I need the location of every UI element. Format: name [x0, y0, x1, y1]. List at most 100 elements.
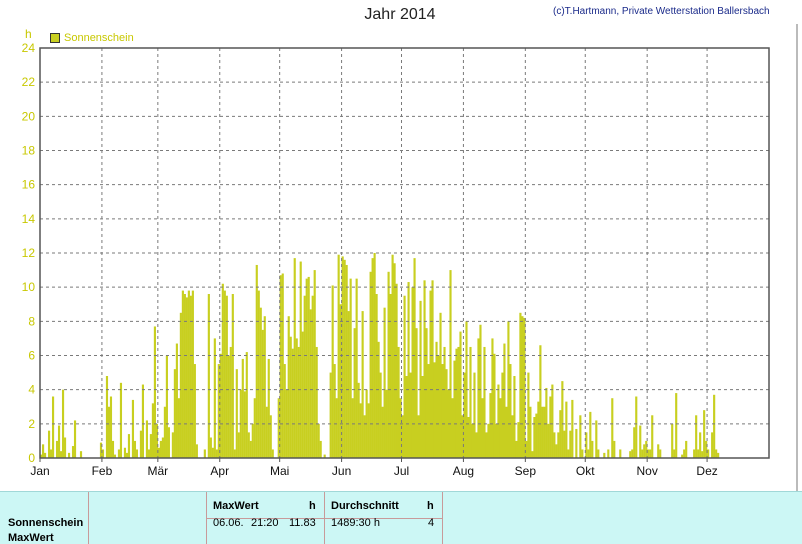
bar — [485, 432, 488, 458]
bar — [611, 398, 614, 458]
bar — [595, 420, 598, 458]
x-tick-label: Okt — [576, 464, 595, 478]
summary-panel: Sonnenschein MaxWert MaxWert h 06.06. 21… — [0, 491, 802, 544]
bar — [43, 452, 47, 458]
bar — [657, 444, 660, 458]
bar — [113, 454, 117, 458]
bar — [529, 406, 532, 458]
bar — [329, 372, 332, 458]
bar — [387, 271, 390, 458]
bar — [659, 449, 662, 458]
bar — [47, 430, 51, 458]
bar — [107, 406, 111, 458]
bar — [287, 316, 290, 458]
bar — [429, 290, 432, 458]
bar — [685, 440, 688, 458]
bar — [545, 387, 548, 458]
bar — [57, 425, 61, 458]
x-tick-label: Jul — [394, 464, 409, 478]
bar — [437, 355, 440, 458]
bar — [269, 415, 272, 458]
bar — [147, 449, 150, 458]
bar — [629, 451, 632, 458]
bar — [313, 270, 316, 458]
bar — [395, 283, 398, 458]
bar — [603, 452, 606, 458]
bar — [319, 440, 322, 458]
bar — [261, 329, 264, 458]
bar — [337, 254, 340, 458]
bar — [167, 427, 170, 458]
bar — [271, 449, 274, 458]
bar — [177, 398, 180, 458]
bar — [341, 256, 344, 458]
bar — [525, 440, 528, 458]
bar — [693, 449, 696, 458]
bar — [247, 432, 250, 458]
x-tick-label: Sep — [515, 464, 537, 478]
bar — [131, 399, 135, 458]
bar — [717, 452, 720, 458]
bar — [63, 437, 67, 458]
bar — [333, 364, 336, 458]
row-label-maxwert: MaxWert — [8, 532, 54, 544]
bar — [487, 423, 490, 458]
bar — [619, 449, 622, 458]
bar — [305, 278, 308, 458]
bar — [163, 406, 166, 458]
bar — [523, 317, 526, 458]
bar — [713, 394, 716, 458]
bar — [457, 346, 460, 458]
bar — [215, 449, 218, 458]
bar — [343, 259, 346, 458]
bar — [541, 406, 544, 458]
bar — [151, 403, 154, 458]
bar — [175, 343, 178, 458]
bar — [293, 258, 296, 458]
bar — [443, 346, 446, 458]
bar — [149, 434, 152, 458]
bar — [357, 382, 360, 458]
avg-unit: h — [427, 500, 434, 512]
bar — [301, 331, 304, 458]
bar — [473, 372, 476, 458]
bar — [403, 295, 406, 458]
bar — [213, 338, 216, 458]
bar — [493, 353, 496, 458]
bar — [67, 452, 71, 458]
bar — [563, 430, 566, 458]
max-value: 11.83 — [289, 517, 316, 529]
bar — [501, 372, 504, 458]
bar — [377, 341, 380, 458]
x-tick-label: Apr — [210, 464, 229, 478]
bar — [125, 452, 129, 458]
bar — [235, 369, 238, 458]
bar — [359, 403, 362, 458]
bar — [575, 428, 578, 458]
x-tick-label: Feb — [92, 464, 113, 478]
bar — [153, 326, 156, 458]
bar — [521, 316, 524, 458]
bar — [651, 415, 654, 458]
bar — [409, 372, 412, 458]
bar — [639, 425, 642, 458]
bar — [673, 449, 676, 458]
bar — [249, 440, 252, 458]
bar — [279, 275, 282, 458]
bar — [159, 440, 162, 458]
bar — [471, 423, 474, 458]
bar — [59, 451, 63, 458]
bar — [353, 328, 356, 458]
avg-count: 4 — [428, 517, 435, 529]
x-tick-label: Nov — [636, 464, 657, 478]
bar — [363, 415, 366, 458]
bar — [315, 346, 318, 458]
bar — [51, 396, 55, 458]
max-time: 21:20 — [251, 517, 279, 529]
bar — [265, 406, 268, 458]
bar — [55, 440, 59, 458]
bar — [427, 364, 430, 458]
bar — [259, 307, 262, 458]
divider — [206, 518, 443, 519]
bar — [671, 423, 674, 458]
